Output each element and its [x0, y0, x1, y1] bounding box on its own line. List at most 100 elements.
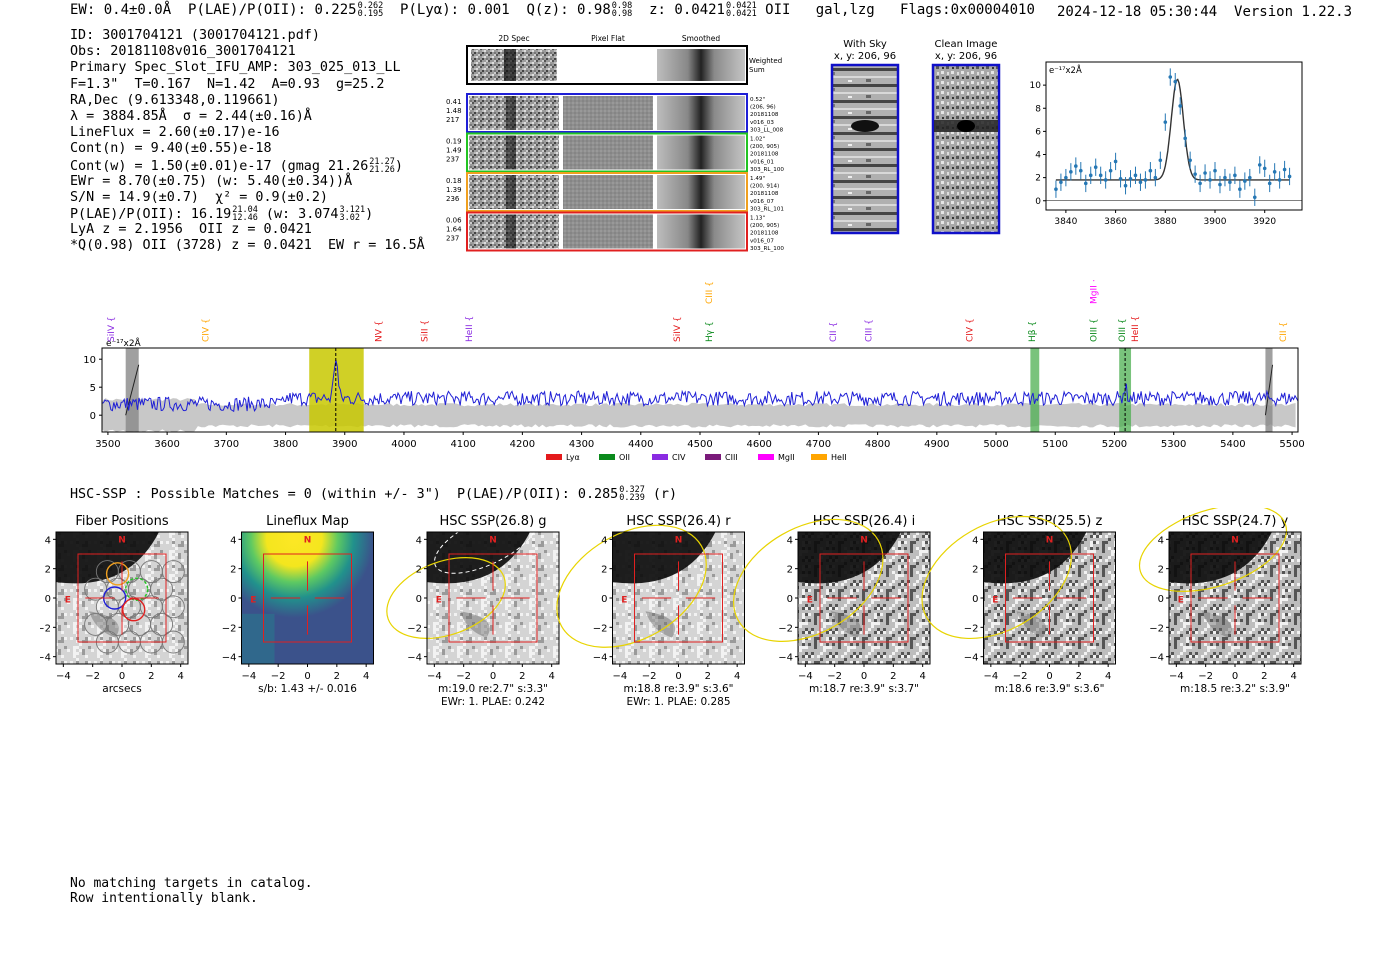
col-title-pixelflat: Pixel Flat — [591, 34, 625, 43]
hsc-ytick-label: −4 — [964, 653, 979, 664]
legend-swatch — [652, 454, 668, 460]
north-label: N — [118, 535, 126, 545]
info-ewr: EWr = 8.70(±0.75) (w: 5.40(±0.34))Å — [70, 173, 353, 189]
spec-row-right-label: 20181108 — [750, 191, 779, 197]
fit-data-point — [1143, 178, 1148, 182]
hsc-ytick-label: 4 — [972, 535, 978, 546]
fit-data-point — [1168, 75, 1173, 79]
footer-line-2: Row intentionally blank. — [70, 891, 258, 906]
clean-image-coords: x, y: 206, 96 — [935, 51, 997, 62]
hsc-ytick-label: 2 — [972, 565, 978, 576]
header-summary: EW: 0.4±0.0Å P(LAE)/P(OII): 0.225 0.262 0.… — [70, 2, 1035, 19]
fit-data-point — [1059, 180, 1063, 185]
info-id: ID: 3001704121 (3001704121.pdf) — [70, 28, 320, 43]
hsc-xtick-label: −2 — [827, 671, 842, 682]
z-value: z: 0.0421 — [649, 2, 725, 18]
hsc-panel-footer: arcsecs — [102, 683, 141, 695]
hsc-ytick-label: −4 — [407, 653, 422, 664]
fit-ytick-label: 8 — [1035, 104, 1041, 114]
bright-source-region — [1169, 532, 1272, 584]
bright-source-region — [612, 532, 716, 584]
hsc-panel-0: Fiber Positions N E 4 2 0 −2 −4 −4 −2 0 2 4 arcsecs — [40, 514, 189, 695]
spec-row-left-label: 1.48 — [446, 107, 462, 115]
fit-data-point — [1113, 159, 1118, 164]
spec-row-right-label: 303_LL_008 — [750, 127, 784, 133]
fit-data-point — [1267, 181, 1272, 186]
fit-data-point — [1223, 175, 1227, 180]
fit-data-point — [1148, 168, 1153, 173]
hsc-ytick-label: 0 — [601, 594, 607, 605]
spectrum-xtick-label: 4900 — [924, 439, 949, 450]
hsc-ytick-label: 0 — [230, 594, 236, 605]
east-label: E — [807, 595, 813, 605]
hsc-ytick-label: 0 — [416, 594, 422, 605]
hsc-ytick-label: 4 — [1158, 535, 1164, 546]
fit-xtick-label: 3920 — [1253, 217, 1276, 227]
hsc-ytick-label: −4 — [778, 653, 793, 664]
north-label: N — [675, 535, 683, 545]
smoothed-image — [657, 175, 745, 209]
fiber-orange — [105, 562, 130, 586]
fit-data-point — [1252, 195, 1257, 200]
spec-row-right-label: 1.13" — [750, 216, 765, 222]
hsc-xtick-label: 0 — [304, 671, 310, 682]
hsc-xtick-label: 4 — [1105, 671, 1111, 682]
fit-ytick-label: 10 — [1030, 81, 1041, 91]
hsc-xtick-label: −4 — [1169, 671, 1184, 682]
hsc-xtick-label: −4 — [983, 671, 998, 682]
aperture-box — [819, 553, 909, 643]
diffuse-source-region — [1202, 611, 1232, 638]
spectrum-xtick-label: 4100 — [450, 439, 475, 450]
hsc-ytick-label: −2 — [222, 623, 237, 634]
spec-row-right-label: 1.02" — [750, 137, 765, 143]
pixel-flat-image — [563, 96, 653, 130]
legend-label: MgII — [778, 453, 795, 462]
hsc-ytick-label: 4 — [787, 535, 793, 546]
bright-source-region — [798, 532, 901, 584]
line-label: SiIV { — [107, 316, 117, 342]
z-line: OII — [765, 2, 791, 18]
spec-row-left-label: 1.39 — [446, 186, 462, 194]
info-obs: Obs: 20181108v016_3001704121 — [70, 44, 296, 60]
fit-data-point — [1183, 136, 1187, 141]
fit-data-point — [1282, 167, 1287, 172]
smoothed-image — [657, 96, 745, 130]
fit-data-point — [1238, 187, 1242, 191]
line-window — [1030, 348, 1040, 432]
hsc-xtick-label: 2 — [334, 671, 340, 682]
pixel-flat-image — [563, 175, 653, 209]
hsc-ytick-label: 0 — [972, 594, 978, 605]
fit-data-point — [1233, 173, 1237, 178]
spectrum-xtick-label: 3700 — [214, 439, 239, 450]
info-lya: LyA z = 2.1956 OII z = 0.0421 — [70, 222, 312, 238]
fit-data-point — [1257, 163, 1262, 167]
east-label: E — [1178, 595, 1184, 605]
spec-row-left-label: 0.06 — [446, 217, 462, 225]
line-fit-chart: e⁻¹⁷x2Å 0 2 4 6 8 10 3840 3860 3880 3900 3920 — [1030, 61, 1303, 227]
east-label: E — [436, 595, 442, 605]
hsc-xtick-label: 2 — [1076, 671, 1082, 682]
spec-row-left-label: 236 — [446, 195, 460, 203]
hsc-xtick-label: 0 — [861, 671, 867, 682]
source-aperture-ellipse — [556, 524, 707, 648]
east-label: E — [992, 595, 998, 605]
spectrum-xtick-label: 3900 — [332, 439, 357, 450]
hsc-xtick-label: 0 — [1232, 671, 1238, 682]
aperture-box — [1190, 553, 1280, 643]
hsc-panel-title: HSC SSP(24.7) y — [1182, 514, 1289, 529]
spectrum-xtick-label: 4300 — [569, 439, 594, 450]
legend-label: Lyα — [566, 453, 580, 462]
spectrum-ytick-label: 0 — [90, 411, 96, 422]
north-label: N — [304, 535, 312, 545]
hsc-ytick-label: −2 — [1149, 623, 1164, 634]
line-label: HeII { — [1131, 316, 1141, 342]
line-label: CII { — [829, 322, 839, 342]
fit-ytick-label: 6 — [1035, 127, 1041, 137]
fit-data-point — [1138, 180, 1143, 185]
